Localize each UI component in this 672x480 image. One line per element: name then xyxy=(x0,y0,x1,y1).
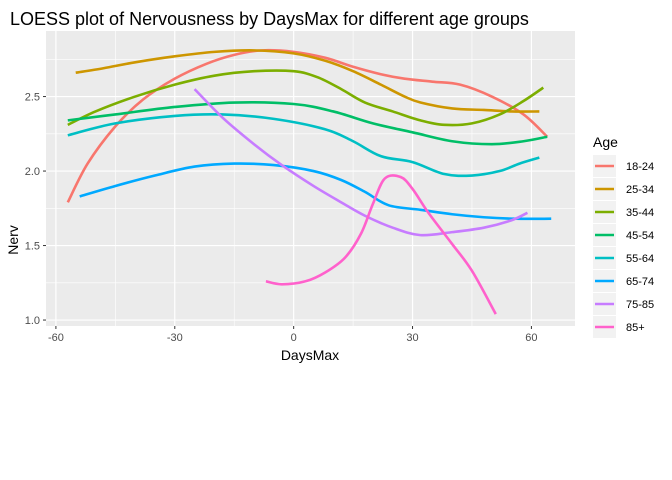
legend-item-65-74: 65-74 xyxy=(593,270,654,292)
series-line-85+ xyxy=(265,174,497,315)
series-line-45-54 xyxy=(67,101,548,146)
series-line-65-74 xyxy=(79,162,552,221)
y-tick-label: 2.5 xyxy=(25,92,40,104)
legend-label: 45-54 xyxy=(626,230,654,242)
legend-title: Age xyxy=(593,134,618,150)
plot-panel xyxy=(46,31,575,326)
series-line-55-64 xyxy=(67,112,540,178)
y-axis: 1.0 1.5 2.0 2.5 xyxy=(25,92,46,327)
x-tick-label: 60 xyxy=(525,332,537,344)
legend-item-35-44: 35-44 xyxy=(593,201,654,223)
legend-label: 75-85 xyxy=(626,299,654,311)
series-line-18-24 xyxy=(66,48,549,203)
major-gridlines xyxy=(46,31,575,326)
y-tick-label: 1.0 xyxy=(25,315,40,327)
legend-item-25-34: 25-34 xyxy=(593,178,654,200)
legend-item-45-54: 45-54 xyxy=(593,224,654,246)
x-tick-label: 0 xyxy=(291,332,297,344)
x-tick-label: -60 xyxy=(48,332,64,344)
y-tick-label: 1.5 xyxy=(25,241,40,253)
legend-label: 35-44 xyxy=(626,207,654,219)
series-line-25-34 xyxy=(75,49,540,113)
series-line-75-85 xyxy=(193,88,529,237)
minor-gridlines xyxy=(46,31,575,326)
legend-label: 85+ xyxy=(626,322,645,334)
series-line-35-44 xyxy=(67,69,545,127)
x-tick-label: -30 xyxy=(167,332,183,344)
series-lines xyxy=(66,48,552,315)
x-axis-label: DaysMax xyxy=(281,347,339,363)
legend-item-85+: 85+ xyxy=(593,316,645,338)
legend-label: 55-64 xyxy=(626,253,654,265)
legend-item-18-24: 18-24 xyxy=(593,155,654,177)
x-tick-label: 30 xyxy=(406,332,418,344)
y-axis-label: Nerv xyxy=(5,225,21,255)
y-tick-label: 2.0 xyxy=(25,166,40,178)
legend-item-75-85: 75-85 xyxy=(593,293,654,315)
legend-label: 18-24 xyxy=(626,161,654,173)
x-axis: -60 -30 0 30 60 xyxy=(48,326,538,344)
legend-item-55-64: 55-64 xyxy=(593,247,654,269)
legend-label: 65-74 xyxy=(626,276,654,288)
legend: Age 18-24 25-34 35-44 45-54 55-64 65-74 75-85 8… xyxy=(593,134,654,338)
chart-title: LOESS plot of Nervousness by DaysMax for… xyxy=(10,9,529,29)
legend-label: 25-34 xyxy=(626,184,654,196)
